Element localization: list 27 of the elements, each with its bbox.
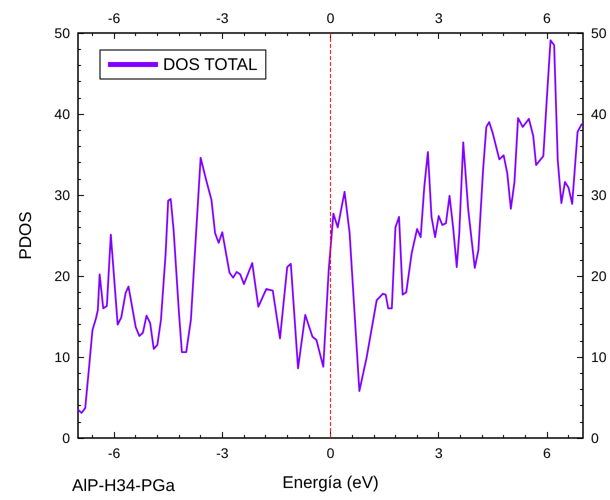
y-tick-label: 50	[54, 25, 70, 41]
x2-tick-label: 0	[326, 10, 335, 26]
y-tick-label: 40	[54, 106, 70, 122]
y-tick-label: 30	[54, 187, 70, 203]
y2-tick-label: 20	[591, 268, 607, 284]
x2-tick-label: -6	[108, 10, 121, 26]
y-tick-label: 20	[54, 268, 70, 284]
legend-label: DOS TOTAL	[163, 55, 258, 74]
y2-tick-label: 10	[591, 349, 607, 365]
x2-tick-label: 6	[543, 10, 552, 26]
y2-tick-label: 40	[591, 106, 607, 122]
y-tick-label: 10	[54, 349, 70, 365]
x-tick-label: 0	[326, 445, 335, 461]
y2-tick-label: 50	[591, 25, 607, 41]
text: AlP-H34-PGa	[72, 476, 175, 496]
line-series	[77, 39, 583, 414]
x2-tick-label: 3	[434, 10, 443, 26]
x-tick-label: 3	[434, 445, 443, 461]
x-tick-label: -6	[108, 445, 121, 461]
x2-tick-label: -3	[216, 10, 229, 26]
x-tick-label: -3	[216, 445, 229, 461]
x-tick-label: 6	[543, 445, 552, 461]
y2-tick-label: 0	[591, 430, 599, 446]
x-axis-title: Energía (eV)	[282, 473, 379, 492]
y-axis-title: PDOS	[16, 211, 35, 260]
y-tick-label: 0	[62, 430, 70, 446]
y2-tick-label: 30	[591, 187, 607, 203]
